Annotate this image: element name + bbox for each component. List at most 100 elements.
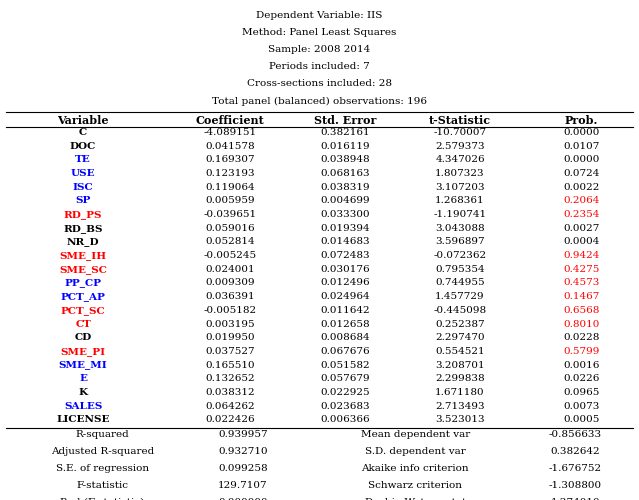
Text: Coefficient: Coefficient (196, 115, 265, 126)
Text: K: K (79, 388, 88, 397)
Text: 2.299838: 2.299838 (435, 374, 485, 383)
Text: C: C (79, 128, 87, 137)
Text: 0.016119: 0.016119 (320, 142, 370, 150)
Text: 0.0016: 0.0016 (564, 360, 599, 370)
Text: 0.932710: 0.932710 (218, 447, 268, 456)
Text: -10.70007: -10.70007 (433, 128, 487, 137)
Text: 0.2064: 0.2064 (564, 196, 599, 205)
Text: 0.132652: 0.132652 (205, 374, 255, 383)
Text: Dependent Variable: IIS: Dependent Variable: IIS (256, 11, 383, 20)
Text: SP: SP (75, 196, 91, 205)
Text: 129.7107: 129.7107 (218, 481, 268, 490)
Text: 0.0073: 0.0073 (564, 402, 599, 410)
Text: SME_SC: SME_SC (59, 265, 107, 274)
Text: 0.038319: 0.038319 (320, 182, 370, 192)
Text: Adjusted R-squared: Adjusted R-squared (50, 447, 154, 456)
Text: 0.0226: 0.0226 (564, 374, 599, 383)
Text: 0.024964: 0.024964 (320, 292, 370, 301)
Text: 0.0022: 0.0022 (564, 182, 599, 192)
Text: NR_D: NR_D (66, 238, 100, 246)
Text: 0.382642: 0.382642 (550, 447, 600, 456)
Text: -0.005245: -0.005245 (203, 251, 257, 260)
Text: Total panel (balanced) observations: 196: Total panel (balanced) observations: 196 (212, 96, 427, 106)
Text: 1.268361: 1.268361 (435, 196, 485, 205)
Text: 0.023683: 0.023683 (320, 402, 370, 410)
Text: 0.005959: 0.005959 (205, 196, 255, 205)
Text: 0.169307: 0.169307 (205, 156, 255, 164)
Text: 0.024001: 0.024001 (205, 265, 255, 274)
Text: 0.041578: 0.041578 (205, 142, 255, 150)
Text: Variable: Variable (58, 115, 109, 126)
Text: -0.005182: -0.005182 (203, 306, 257, 315)
Text: -0.445098: -0.445098 (433, 306, 487, 315)
Text: -1.190741: -1.190741 (433, 210, 487, 219)
Text: 0.0724: 0.0724 (564, 169, 599, 178)
Text: 2.297470: 2.297470 (435, 333, 485, 342)
Text: 0.123193: 0.123193 (205, 169, 255, 178)
Text: 0.252387: 0.252387 (435, 320, 485, 328)
Text: S.E. of regression: S.E. of regression (56, 464, 149, 473)
Text: 0.019950: 0.019950 (205, 333, 255, 342)
Text: 0.022925: 0.022925 (320, 388, 370, 397)
Text: 0.9424: 0.9424 (564, 251, 599, 260)
Text: 0.038312: 0.038312 (205, 388, 255, 397)
Text: 0.067676: 0.067676 (320, 347, 370, 356)
Text: Akaike info criterion: Akaike info criterion (362, 464, 469, 473)
Text: Mean dependent var: Mean dependent var (361, 430, 470, 439)
Text: 0.008684: 0.008684 (320, 333, 370, 342)
Text: 3.107203: 3.107203 (435, 182, 485, 192)
Text: CT: CT (75, 320, 91, 328)
Text: 3.043088: 3.043088 (435, 224, 485, 233)
Text: -0.072362: -0.072362 (433, 251, 487, 260)
Text: Cross-sections included: 28: Cross-sections included: 28 (247, 80, 392, 88)
Text: Periods included: 7: Periods included: 7 (269, 62, 370, 72)
Text: 3.523013: 3.523013 (435, 416, 485, 424)
Text: 0.744955: 0.744955 (435, 278, 485, 287)
Text: -1.676752: -1.676752 (548, 464, 602, 473)
Text: -0.856633: -0.856633 (548, 430, 602, 439)
Text: 0.012658: 0.012658 (320, 320, 370, 328)
Text: 0.0005: 0.0005 (564, 416, 599, 424)
Text: 0.059016: 0.059016 (205, 224, 255, 233)
Text: 0.0000: 0.0000 (564, 156, 599, 164)
Text: 0.119064: 0.119064 (205, 182, 255, 192)
Text: 0.051582: 0.051582 (320, 360, 370, 370)
Text: 3.596897: 3.596897 (435, 238, 485, 246)
Text: Method: Panel Least Squares: Method: Panel Least Squares (242, 28, 397, 38)
Text: 1.274010: 1.274010 (550, 498, 600, 500)
Text: Std. Error: Std. Error (314, 115, 376, 126)
Text: RD_BS: RD_BS (63, 224, 103, 233)
Text: 0.030176: 0.030176 (320, 265, 370, 274)
Text: 0.939957: 0.939957 (218, 430, 268, 439)
Text: 0.068163: 0.068163 (320, 169, 370, 178)
Text: 0.036391: 0.036391 (205, 292, 255, 301)
Text: Durbin-Watson stat: Durbin-Watson stat (365, 498, 466, 500)
Text: 0.033300: 0.033300 (320, 210, 370, 219)
Text: 0.5799: 0.5799 (564, 347, 599, 356)
Text: R-squared: R-squared (75, 430, 129, 439)
Text: 0.554521: 0.554521 (435, 347, 485, 356)
Text: 0.003195: 0.003195 (205, 320, 255, 328)
Text: 0.165510: 0.165510 (205, 360, 255, 370)
Text: 0.0965: 0.0965 (564, 388, 599, 397)
Text: 1.807323: 1.807323 (435, 169, 485, 178)
Text: 0.014683: 0.014683 (320, 238, 370, 246)
Text: 0.4573: 0.4573 (564, 278, 599, 287)
Text: 0.022426: 0.022426 (205, 416, 255, 424)
Text: TE: TE (75, 156, 91, 164)
Text: -0.039651: -0.039651 (203, 210, 257, 219)
Text: E: E (79, 374, 87, 383)
Text: 0.4275: 0.4275 (564, 265, 599, 274)
Text: 0.382161: 0.382161 (320, 128, 370, 137)
Text: CD: CD (75, 333, 91, 342)
Text: 0.038948: 0.038948 (320, 156, 370, 164)
Text: 0.009309: 0.009309 (205, 278, 255, 287)
Text: SALES: SALES (64, 402, 102, 410)
Text: 0.006366: 0.006366 (320, 416, 370, 424)
Text: 0.057679: 0.057679 (320, 374, 370, 383)
Text: 0.2354: 0.2354 (564, 210, 599, 219)
Text: 0.0228: 0.0228 (564, 333, 599, 342)
Text: 0.0004: 0.0004 (564, 238, 599, 246)
Text: Schwarz criterion: Schwarz criterion (368, 481, 463, 490)
Text: PCT_SC: PCT_SC (61, 306, 105, 315)
